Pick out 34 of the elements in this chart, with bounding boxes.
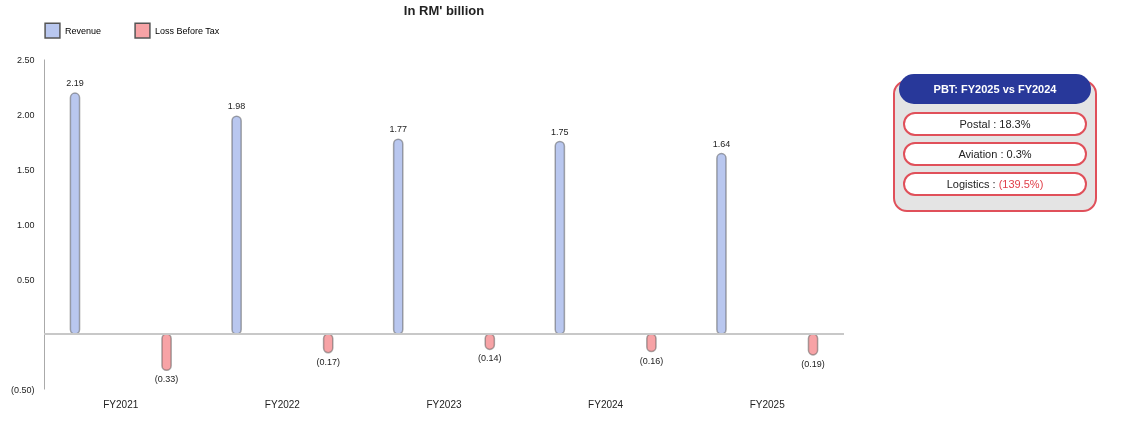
bar [231,115,242,335]
text: Logistics : (139.5%) [903,172,1087,196]
y-tick-label: (0.50) [10,384,35,395]
x-tick-label: FY2023 [426,398,462,410]
data-label: (0.16) [639,355,664,366]
bar [716,152,727,335]
data-label: (0.19) [801,358,825,369]
data-label: (0.33) [154,374,179,385]
data-label: (0.14) [478,353,502,364]
legend-label: Loss Before Tax [155,25,220,36]
x-tick-label: FY2022 [264,398,301,410]
chart-title: In RM' billion [403,3,485,18]
y-tick-label: 1.00 [16,219,35,230]
text: Aviation : 0.3% [903,142,1087,166]
y-tick-label: 0.50 [16,274,35,285]
y-tick-label: 2.00 [16,109,35,120]
data-label: (0.17) [316,356,340,367]
text: PBT: FY2025 vs FY2024 [899,74,1091,104]
bar [69,92,81,335]
bar [392,138,404,335]
legend-label: Revenue [65,25,102,36]
data-label: 2.19 [66,78,84,89]
x-tick-label: FY2025 [749,398,786,410]
data-label: 1.75 [551,126,569,137]
text: Postal : 18.3% [903,112,1087,136]
y-tick-label: 1.50 [16,164,35,175]
data-label: 1.77 [389,124,407,135]
bar [554,140,566,335]
data-label: 1.98 [227,101,246,112]
x-tick-label: FY2021 [103,398,139,410]
y-tick-label: 2.50 [16,54,35,65]
x-tick-label: FY2024 [588,398,624,410]
data-label: 1.64 [712,138,731,149]
bar [161,333,172,372]
